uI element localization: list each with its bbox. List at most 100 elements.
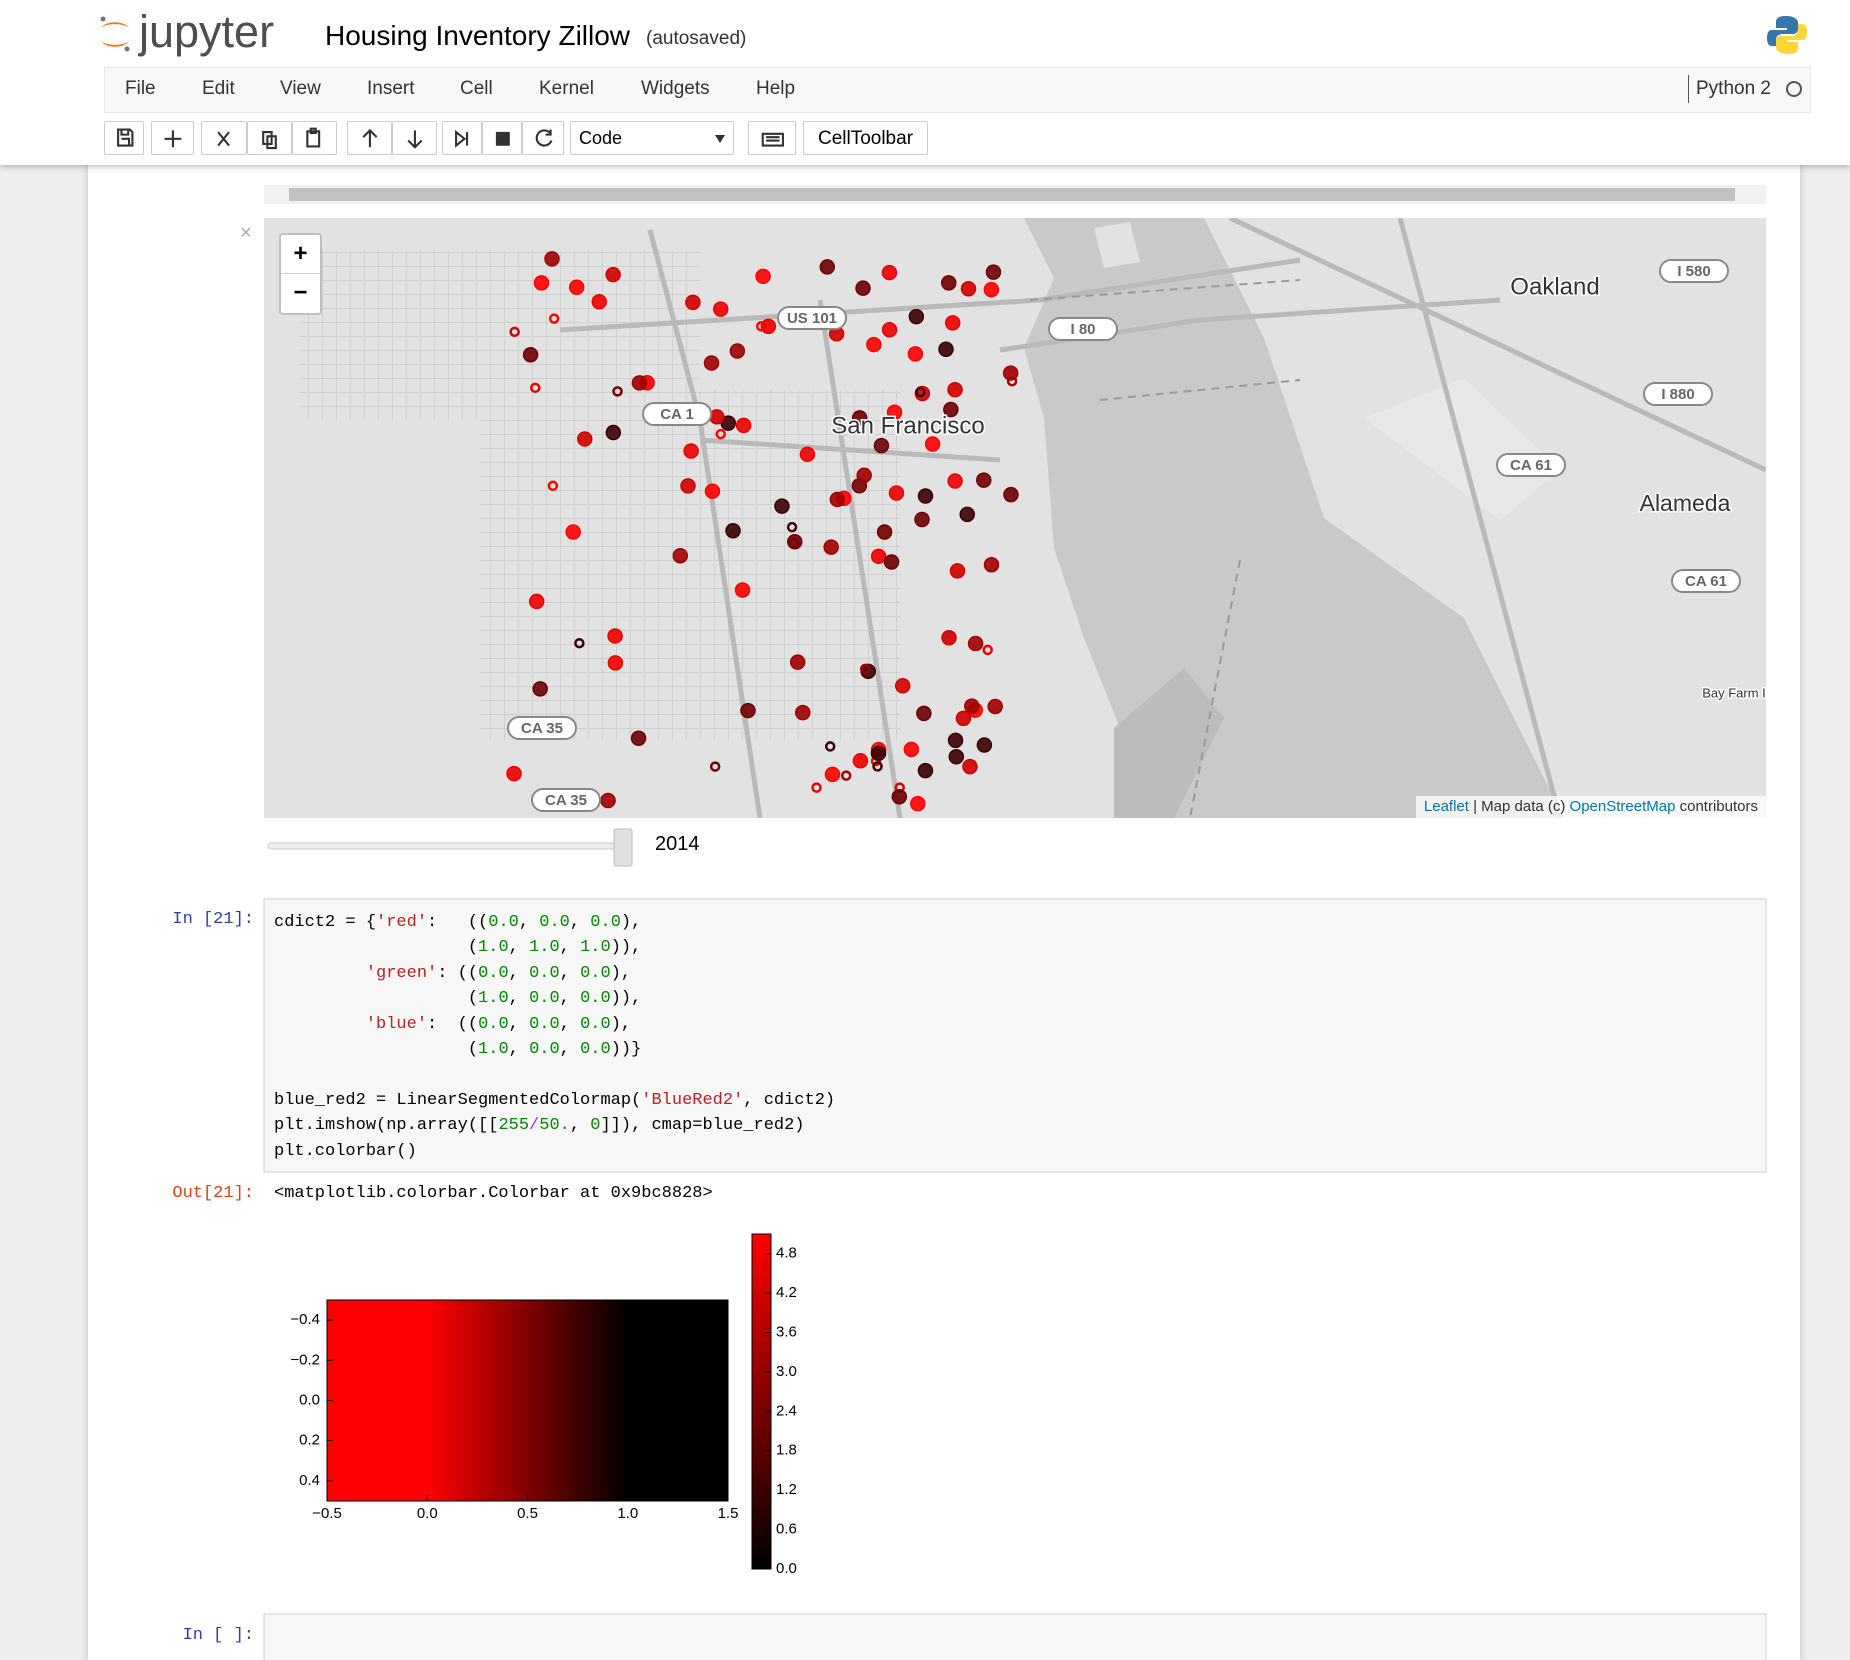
marker[interactable] xyxy=(591,293,608,310)
marker[interactable] xyxy=(829,491,846,508)
marker[interactable] xyxy=(799,446,816,463)
code[interactable]: cdict2 = {'red': ((0.0, 0.0, 0.0), (1.0,… xyxy=(274,910,835,1164)
marker[interactable] xyxy=(949,563,966,579)
marker[interactable] xyxy=(886,404,903,420)
marker[interactable] xyxy=(873,437,890,454)
slider-handle[interactable] xyxy=(613,828,633,867)
marker[interactable] xyxy=(903,741,920,758)
marker[interactable] xyxy=(866,336,882,353)
toolbar-button[interactable] xyxy=(347,121,392,155)
marker[interactable] xyxy=(774,498,790,514)
marker[interactable] xyxy=(760,318,777,335)
marker[interactable] xyxy=(855,280,871,296)
marker[interactable] xyxy=(851,410,868,426)
marker[interactable] xyxy=(574,637,585,649)
marker[interactable] xyxy=(872,761,883,772)
marker[interactable] xyxy=(725,523,741,539)
marker[interactable] xyxy=(672,547,689,564)
marker[interactable] xyxy=(941,630,957,646)
marker[interactable] xyxy=(982,644,993,656)
marker[interactable] xyxy=(824,766,841,783)
empty-code-cell[interactable] xyxy=(263,1613,1767,1660)
menu-item[interactable]: Kernel xyxy=(539,78,594,99)
marker[interactable] xyxy=(924,436,941,452)
marker[interactable] xyxy=(530,382,541,394)
toolbar-button[interactable] xyxy=(442,121,482,155)
scroll-thumb[interactable] xyxy=(289,188,1735,201)
marker[interactable] xyxy=(917,762,934,779)
marker[interactable] xyxy=(915,386,926,398)
slider-track[interactable] xyxy=(267,842,626,850)
cell-type-select[interactable]: Code xyxy=(570,121,734,155)
marker[interactable] xyxy=(547,480,559,492)
marker[interactable] xyxy=(910,795,926,812)
marker[interactable] xyxy=(544,251,560,267)
marker[interactable] xyxy=(840,770,852,781)
marker[interactable] xyxy=(881,321,898,338)
marker[interactable] xyxy=(506,765,522,782)
code-cell[interactable] xyxy=(263,898,1767,1173)
menu-item[interactable]: Help xyxy=(756,78,796,99)
marker[interactable] xyxy=(870,745,887,762)
marker[interactable] xyxy=(755,268,771,285)
marker[interactable] xyxy=(715,428,726,440)
toolbar-button[interactable] xyxy=(201,121,247,155)
marker[interactable] xyxy=(735,417,752,434)
marker[interactable] xyxy=(786,521,798,533)
zoom-in[interactable]: + xyxy=(281,235,320,274)
jupyter-wordmark[interactable]: jupyter xyxy=(139,6,275,57)
marker[interactable] xyxy=(522,346,539,363)
menu-item[interactable]: Cell xyxy=(460,78,493,99)
marker[interactable] xyxy=(870,548,887,565)
marker[interactable] xyxy=(631,375,648,391)
map[interactable] xyxy=(264,218,1766,818)
marker[interactable] xyxy=(983,281,1000,298)
marker[interactable] xyxy=(914,511,930,528)
marker[interactable] xyxy=(967,635,984,652)
marker[interactable] xyxy=(605,266,621,283)
marker[interactable] xyxy=(907,346,924,362)
marker[interactable] xyxy=(568,279,585,295)
marker[interactable] xyxy=(894,678,911,694)
marker[interactable] xyxy=(983,557,1000,573)
marker[interactable] xyxy=(612,386,623,397)
marker[interactable] xyxy=(985,264,1002,280)
marker[interactable] xyxy=(824,741,836,752)
marker[interactable] xyxy=(947,381,963,398)
toolbar-button[interactable] xyxy=(522,121,564,155)
marker[interactable] xyxy=(565,524,581,540)
marker[interactable] xyxy=(1002,365,1019,381)
marker[interactable] xyxy=(938,341,954,358)
marker[interactable] xyxy=(959,506,975,523)
marker[interactable] xyxy=(856,467,872,484)
marker[interactable] xyxy=(943,401,959,418)
marker[interactable] xyxy=(823,539,839,555)
marker[interactable] xyxy=(548,313,560,324)
marker[interactable] xyxy=(607,628,623,644)
menu-item[interactable]: Insert xyxy=(367,78,415,99)
close-output[interactable]: × xyxy=(240,222,252,244)
marker[interactable] xyxy=(1003,486,1019,503)
marker[interactable] xyxy=(709,761,721,772)
marker[interactable] xyxy=(532,681,548,697)
marker[interactable] xyxy=(888,485,905,501)
toolbar-button[interactable] xyxy=(392,121,437,155)
marker[interactable] xyxy=(795,704,811,721)
marker[interactable] xyxy=(852,753,869,769)
marker[interactable] xyxy=(944,315,961,331)
marker[interactable] xyxy=(947,732,964,749)
marker[interactable] xyxy=(685,294,701,311)
marker[interactable] xyxy=(729,343,746,359)
marker[interactable] xyxy=(976,737,993,753)
marker[interactable] xyxy=(577,431,593,447)
marker[interactable] xyxy=(964,698,980,714)
marker[interactable] xyxy=(859,663,871,675)
toolbar-button[interactable] xyxy=(482,121,522,155)
marker[interactable] xyxy=(955,710,972,727)
menu-item[interactable]: View xyxy=(280,78,321,99)
marker[interactable] xyxy=(811,782,822,793)
marker[interactable] xyxy=(709,409,725,425)
notebook-title[interactable]: Housing Inventory Zillow xyxy=(325,20,631,51)
menu-item[interactable]: Widgets xyxy=(641,78,710,99)
toolbar-button[interactable] xyxy=(247,121,292,155)
